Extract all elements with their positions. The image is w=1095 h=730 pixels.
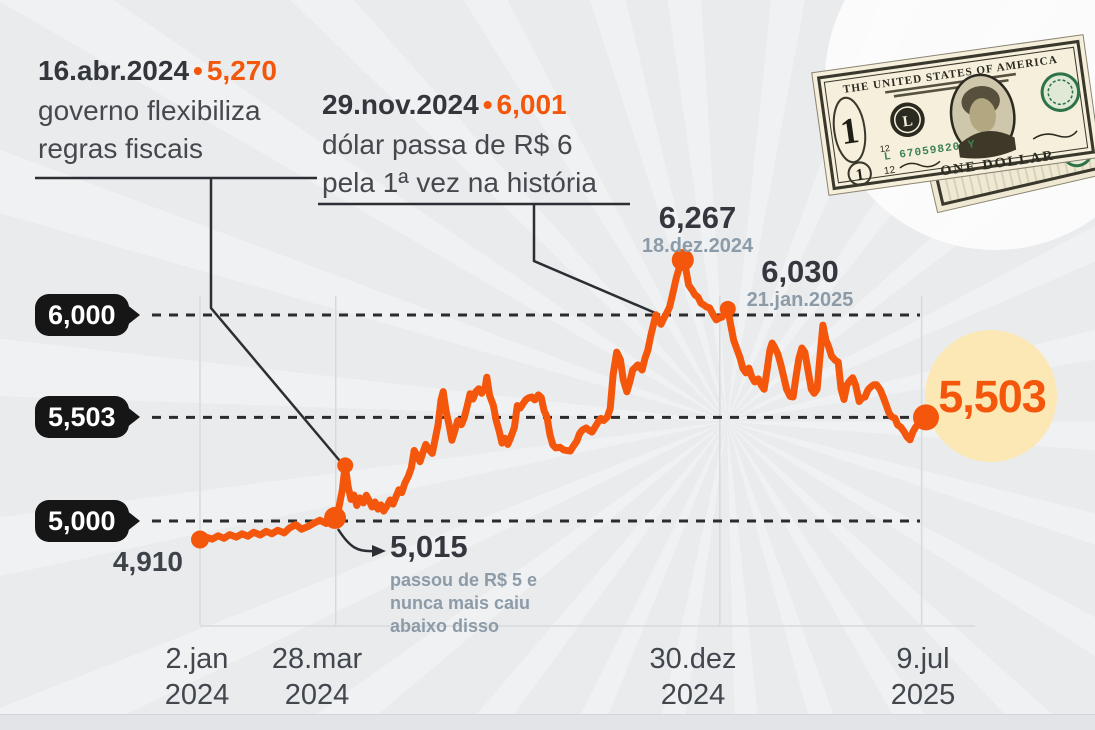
dashed-reference-lines	[152, 313, 920, 523]
peak-date: 18.dez.2024	[641, 235, 754, 257]
y-axis-pill-5503: 5,503	[35, 396, 140, 438]
data-point-markers	[191, 248, 939, 549]
jan-value: 6,030	[761, 254, 839, 289]
y-axis-pill-5000: 5,000	[35, 500, 140, 542]
annotation-text-line: pela 1ª vez na história	[322, 167, 597, 198]
jan-2025-label: 6,030 21.jan.2025	[740, 256, 860, 313]
y-axis-label: 5,000	[35, 500, 129, 542]
bill-corner-ornament	[847, 161, 872, 186]
annotation-value: 6,001	[496, 89, 567, 120]
annotation-nov-2024: 29.nov.2024 • 6,001 dólar passa de R$ 6 pe…	[322, 88, 597, 202]
treasurer-signature	[899, 160, 941, 169]
annotation2-leader	[532, 204, 661, 317]
annotation-date: 29.nov.2024	[322, 89, 479, 120]
x-tick-dez-2024: 30.dez 2024	[618, 641, 768, 713]
pill-arrow-icon	[125, 406, 140, 428]
x-tick-line2: 2024	[284, 679, 350, 711]
dollar-bill-photo: THE UNITED STATES OF AMERICA 1 1 L 12 L …	[810, 34, 1095, 214]
gridlines	[199, 296, 975, 627]
note-text-line: abaixo disso	[390, 616, 500, 636]
y-axis-pill-6000: 6,000	[35, 294, 140, 336]
bill-numeral-one: 1	[838, 109, 862, 152]
annotation-text-line: governo flexibiliza	[38, 95, 261, 126]
bullet-separator-icon: •	[482, 89, 493, 120]
bill-left-ornament	[832, 96, 867, 164]
portrait-face	[969, 98, 996, 133]
x-tick-jan-2024: 2.jan 2024	[122, 641, 272, 713]
y-axis-label: 6,000	[35, 294, 129, 336]
x-tick-jul-2025: 9.jul 2025	[848, 641, 998, 713]
x-tick-line2: 2024	[164, 679, 230, 711]
x-tick-line1: 30.dez	[649, 643, 737, 675]
series-layer	[196, 256, 930, 543]
bill-plate-number: 12	[883, 165, 896, 178]
x-tick-line1: 9.jul	[896, 643, 950, 675]
curved-arrow	[336, 528, 375, 553]
note-text-line: passou de R$ 5 e	[390, 570, 538, 590]
y-axis-label: 5,503	[35, 396, 129, 438]
x-tick-line1: 2.jan	[165, 643, 229, 675]
arrow-head-icon	[372, 545, 386, 557]
x-tick-line2: 2025	[890, 679, 956, 711]
annotation-leader-lines	[35, 176, 661, 557]
bill-outer-border	[816, 39, 1095, 191]
bill-inner-border	[823, 46, 1089, 184]
annotation-text-line: dólar passa de R$ 6	[322, 129, 573, 160]
bill-plate-number: 12	[879, 143, 890, 154]
peak-value: 6,267	[658, 200, 737, 235]
pill-arrow-icon	[125, 510, 140, 532]
highlight-circle	[925, 330, 1057, 462]
x-tick-mar-2024: 28.mar 2024	[242, 641, 392, 713]
latest-value-label: 5,503	[938, 371, 1047, 422]
seal-ring	[894, 106, 921, 134]
annotation-date: 16.abr.2024	[38, 55, 190, 86]
portrait-coat	[958, 131, 1017, 159]
data-point-marker	[913, 404, 939, 431]
x-tick-line1: 28.mar	[271, 643, 363, 675]
annotation-value: 5,270	[206, 55, 277, 86]
annotation-title: 16.abr.2024 • 5,270	[38, 54, 277, 88]
bullet-separator-icon: •	[193, 55, 203, 86]
note-text-line: nunca mais caiu	[390, 593, 531, 613]
start-value-label: 4,910	[112, 546, 183, 577]
peak-label: 6,267 18.dez.2024	[640, 202, 755, 259]
seal-letter: L	[901, 112, 913, 130]
annotation-title: 29.nov.2024 • 6,001	[322, 88, 597, 122]
data-point-marker	[671, 248, 694, 271]
data-point-marker	[337, 457, 354, 474]
x-tick-line2: 2024	[660, 679, 726, 711]
annotation1-leader	[209, 178, 346, 468]
pill-arrow-icon	[125, 304, 140, 326]
note-5015: 5,015 passou de R$ 5 e nunca mais caiu a…	[390, 531, 580, 638]
data-point-marker	[324, 506, 347, 529]
bill-numeral-one: 1	[855, 165, 866, 184]
data-point-marker	[719, 300, 736, 317]
photo-bottom-edge	[0, 714, 1095, 730]
jan-date: 21.jan.2025	[746, 289, 854, 311]
annotation-text-line: regras fiscais	[38, 133, 203, 164]
dollar-bill: THE UNITED STATES OF AMERICA 1 1 L 12 L …	[811, 34, 1095, 196]
exchange-rate-line	[196, 256, 930, 543]
note-value: 5,015	[390, 529, 468, 564]
secretary-signature	[1032, 130, 1078, 140]
annotation-apr-2024: 16.abr.2024 • 5,270 governo flexibiliza re…	[38, 54, 277, 168]
data-point-marker	[191, 530, 209, 549]
